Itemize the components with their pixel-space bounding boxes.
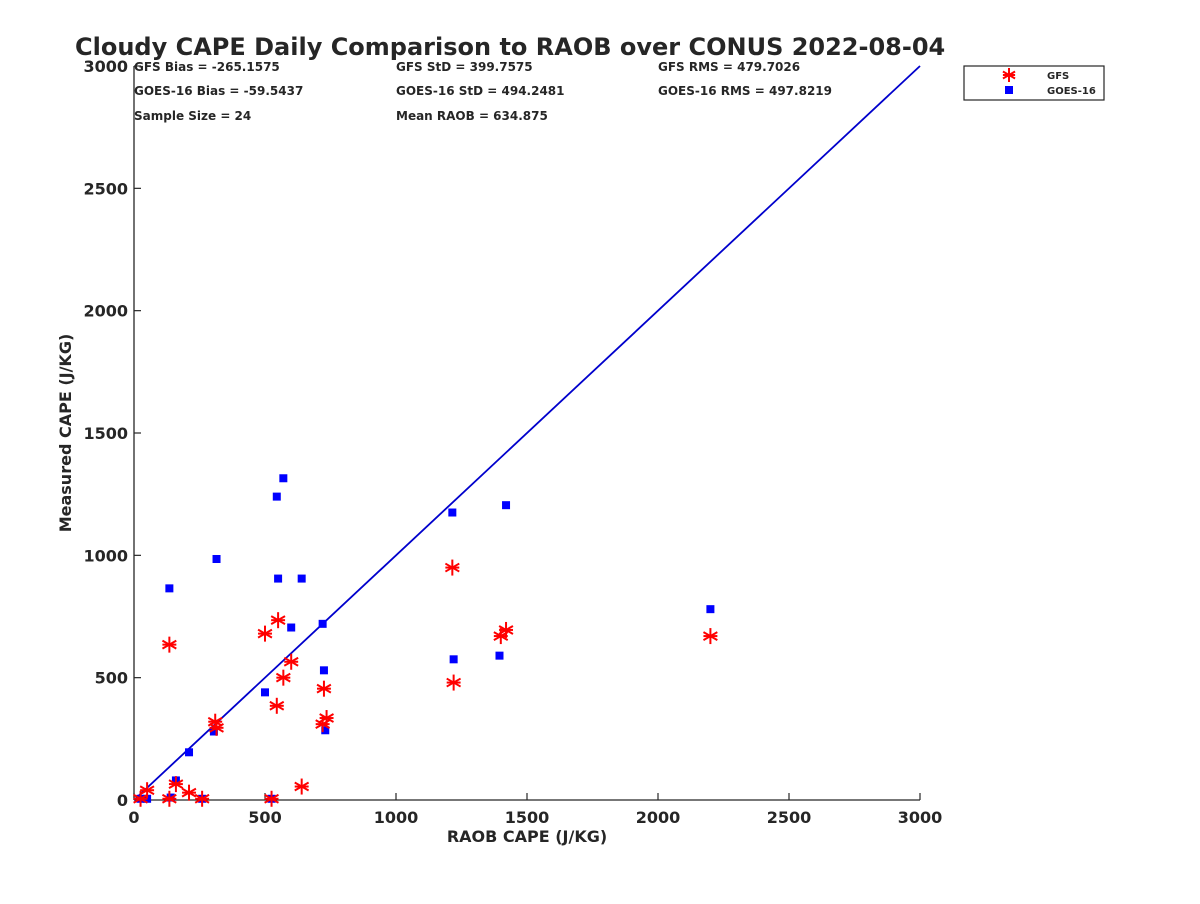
y-tick-label: 500 [95, 669, 128, 688]
goes16-point [706, 605, 715, 614]
x-tick-label: 2500 [767, 808, 812, 827]
y-tick-label: 1000 [83, 546, 128, 565]
stat-label: Sample Size = 24 [134, 109, 251, 123]
gfs-point [444, 559, 460, 576]
x-tick-label: 1500 [505, 808, 550, 827]
gfs-point [168, 776, 184, 793]
gfs-point [498, 621, 514, 638]
stats-block: GFS Bias = -265.1575 GFS StD = 399.7575 GF… [134, 60, 832, 123]
gfs-point [316, 680, 332, 697]
gfs-point [264, 790, 279, 807]
plot-area: 0 500 1000 1500 2000 2500 3000 0 500 1000 1500 2000… [83, 57, 942, 827]
goes16-point [272, 492, 281, 501]
gfs-point [139, 782, 155, 799]
gfs-point [319, 710, 334, 727]
stat-label: GFS RMS = 479.7026 [658, 60, 800, 74]
legend: GFS GOES-16 [963, 65, 1105, 101]
x-tick-label: 3000 [898, 808, 943, 827]
legend-box [963, 65, 1105, 101]
gfs-point [269, 697, 285, 714]
gfs-point [161, 790, 177, 807]
goes16-point [321, 726, 330, 735]
x-axis-label: RAOB CAPE (J/KG) [447, 827, 607, 846]
gfs-point [209, 719, 224, 736]
goes16-point [495, 651, 504, 660]
goes16-point [287, 623, 296, 632]
stat-label: GOES-16 Bias = -59.5437 [134, 84, 303, 98]
goes16-point [212, 555, 221, 564]
goes16-point [274, 574, 283, 583]
stat-label: GFS Bias = -265.1575 [134, 60, 280, 74]
y-tick-label: 2000 [83, 302, 128, 321]
gfs-point [257, 625, 273, 642]
goes16-point [185, 748, 194, 757]
gfs-point [702, 628, 718, 645]
goes16-point [318, 619, 327, 628]
y-tick-label: 1500 [83, 424, 128, 443]
gfs-point [283, 653, 299, 670]
stat-label: GOES-16 RMS = 497.8219 [658, 84, 832, 98]
goes16-point [165, 584, 174, 593]
one-to-one-line [133, 65, 921, 801]
y-tick-label: 3000 [83, 57, 128, 76]
gfs-point [294, 778, 310, 795]
x-tick-label: 500 [248, 808, 281, 827]
y-axis-label: Measured CAPE (J/KG) [56, 334, 75, 533]
goes16-point [261, 688, 269, 697]
legend-gfs-marker [1002, 68, 1016, 82]
chart-title: Cloudy CAPE Daily Comparison to RAOB ove… [75, 33, 945, 61]
gfs-point [270, 612, 286, 629]
y-tick-label: 0 [117, 791, 128, 810]
goes16-point [449, 655, 458, 664]
legend-goes16-marker [1005, 86, 1013, 94]
gfs-point [194, 790, 210, 807]
legend-goes16-label: GOES-16 [1047, 86, 1096, 97]
goes16-point [297, 574, 306, 583]
legend-gfs-asterisk [1002, 68, 1016, 82]
goes16-point [502, 501, 511, 510]
gfs-point [446, 674, 462, 691]
x-tick-label: 2000 [636, 808, 681, 827]
goes16-point [209, 727, 218, 736]
stat-label: GFS StD = 399.7575 [396, 60, 533, 74]
gfs-point [181, 784, 197, 801]
gfs-point [275, 669, 291, 686]
goes16-point [279, 474, 288, 483]
gfs-point [161, 636, 177, 653]
y-tick-label: 2500 [83, 179, 128, 198]
x-tick-label: 0 [128, 808, 139, 827]
legend-gfs-label: GFS [1047, 71, 1069, 82]
x-tick-label: 1000 [374, 808, 419, 827]
stat-label: GOES-16 StD = 494.2481 [396, 84, 565, 98]
goes16-point [448, 508, 457, 517]
stat-label: Mean RAOB = 634.875 [396, 109, 548, 123]
goes16-point [319, 666, 328, 675]
